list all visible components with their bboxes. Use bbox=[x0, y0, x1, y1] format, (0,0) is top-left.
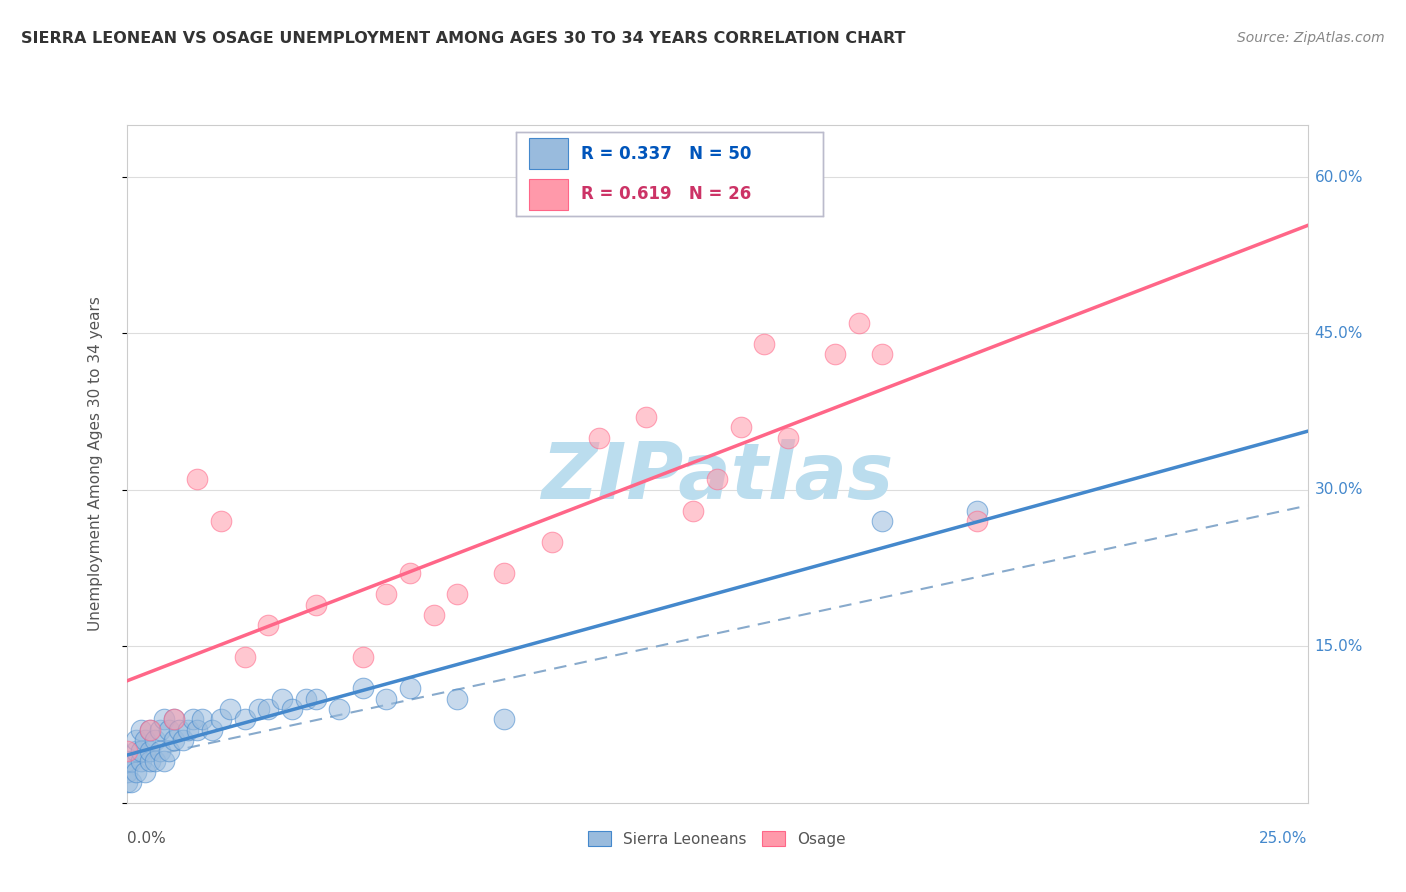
Point bbox=[257, 618, 280, 632]
Point bbox=[172, 733, 194, 747]
Point bbox=[399, 566, 422, 581]
Point bbox=[494, 712, 516, 726]
Point bbox=[139, 723, 162, 737]
Point bbox=[157, 723, 180, 737]
Point bbox=[186, 473, 208, 487]
Text: 30.0%: 30.0% bbox=[1315, 483, 1362, 498]
Point bbox=[125, 733, 148, 747]
Point bbox=[295, 691, 318, 706]
Point bbox=[219, 702, 242, 716]
Point bbox=[271, 691, 294, 706]
Point bbox=[191, 712, 214, 726]
Point bbox=[682, 504, 704, 518]
Point bbox=[446, 587, 468, 601]
Point bbox=[966, 504, 988, 518]
Text: Source: ZipAtlas.com: Source: ZipAtlas.com bbox=[1237, 31, 1385, 45]
Point bbox=[399, 681, 422, 695]
Point bbox=[281, 702, 304, 716]
Point bbox=[120, 754, 142, 768]
Point bbox=[167, 723, 190, 737]
Point bbox=[446, 691, 468, 706]
Point bbox=[115, 754, 138, 768]
Point bbox=[149, 744, 172, 758]
Point bbox=[153, 754, 176, 768]
Text: 0.0%: 0.0% bbox=[127, 831, 166, 846]
Point bbox=[134, 733, 156, 747]
Point bbox=[706, 473, 728, 487]
Point bbox=[177, 723, 200, 737]
Point bbox=[352, 649, 374, 664]
Point bbox=[143, 754, 166, 768]
Point bbox=[848, 316, 870, 330]
Point bbox=[129, 723, 152, 737]
Point bbox=[776, 431, 799, 445]
Point bbox=[163, 733, 186, 747]
Point bbox=[352, 681, 374, 695]
Point bbox=[115, 744, 138, 758]
Point bbox=[233, 649, 256, 664]
Point bbox=[157, 744, 180, 758]
Point bbox=[181, 712, 204, 726]
Point bbox=[125, 764, 148, 779]
Point bbox=[257, 702, 280, 716]
Point bbox=[233, 712, 256, 726]
Point bbox=[375, 587, 398, 601]
Point bbox=[824, 347, 846, 361]
Point bbox=[163, 712, 186, 726]
Point bbox=[125, 744, 148, 758]
Point bbox=[966, 514, 988, 528]
Text: 15.0%: 15.0% bbox=[1315, 639, 1362, 654]
Point bbox=[872, 347, 894, 361]
Point bbox=[149, 723, 172, 737]
Point bbox=[730, 420, 752, 434]
Point bbox=[872, 514, 894, 528]
Text: ZIPatlas: ZIPatlas bbox=[541, 440, 893, 516]
Point bbox=[115, 775, 138, 789]
Point bbox=[143, 733, 166, 747]
Text: 25.0%: 25.0% bbox=[1260, 831, 1308, 846]
Point bbox=[754, 337, 776, 351]
Point bbox=[328, 702, 350, 716]
Point bbox=[129, 754, 152, 768]
Point bbox=[636, 409, 658, 424]
Point bbox=[139, 744, 162, 758]
Point bbox=[139, 723, 162, 737]
Point bbox=[375, 691, 398, 706]
Point bbox=[422, 608, 444, 623]
Point bbox=[540, 535, 562, 549]
Y-axis label: Unemployment Among Ages 30 to 34 years: Unemployment Among Ages 30 to 34 years bbox=[89, 296, 103, 632]
Point bbox=[200, 723, 222, 737]
Text: 45.0%: 45.0% bbox=[1315, 326, 1362, 341]
Point bbox=[139, 754, 162, 768]
Point bbox=[153, 712, 176, 726]
Text: 60.0%: 60.0% bbox=[1315, 169, 1362, 185]
Point bbox=[115, 764, 138, 779]
Point bbox=[209, 514, 232, 528]
Point bbox=[209, 712, 232, 726]
Point bbox=[304, 598, 326, 612]
Point bbox=[247, 702, 270, 716]
Legend: Sierra Leoneans, Osage: Sierra Leoneans, Osage bbox=[582, 824, 852, 853]
Point bbox=[129, 744, 152, 758]
Point bbox=[304, 691, 326, 706]
Point bbox=[120, 775, 142, 789]
Point bbox=[494, 566, 516, 581]
Point bbox=[134, 764, 156, 779]
Point bbox=[186, 723, 208, 737]
Point bbox=[163, 712, 186, 726]
Point bbox=[588, 431, 610, 445]
Text: SIERRA LEONEAN VS OSAGE UNEMPLOYMENT AMONG AGES 30 TO 34 YEARS CORRELATION CHART: SIERRA LEONEAN VS OSAGE UNEMPLOYMENT AMO… bbox=[21, 31, 905, 46]
